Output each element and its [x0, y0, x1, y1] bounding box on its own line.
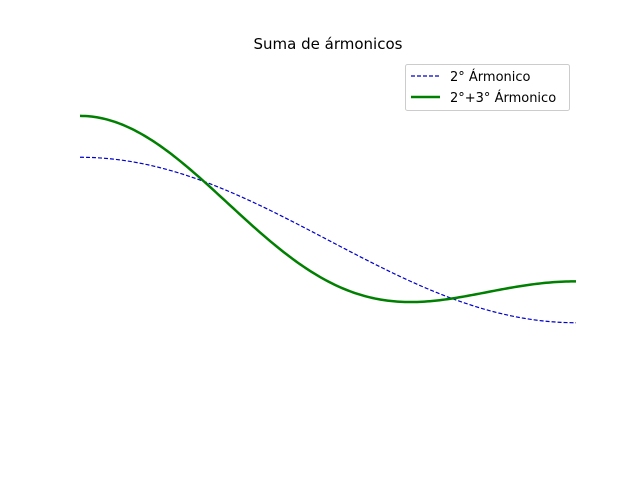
legend: 2° Ármonico 2°+3° Ármonico: [406, 65, 570, 111]
chart-title: Suma de ármonicos: [254, 35, 403, 53]
legend-label-2nd-3rd-harmonic: 2°+3° Ármonico: [450, 90, 556, 106]
legend-label-2nd-harmonic: 2° Ármonico: [450, 69, 531, 85]
